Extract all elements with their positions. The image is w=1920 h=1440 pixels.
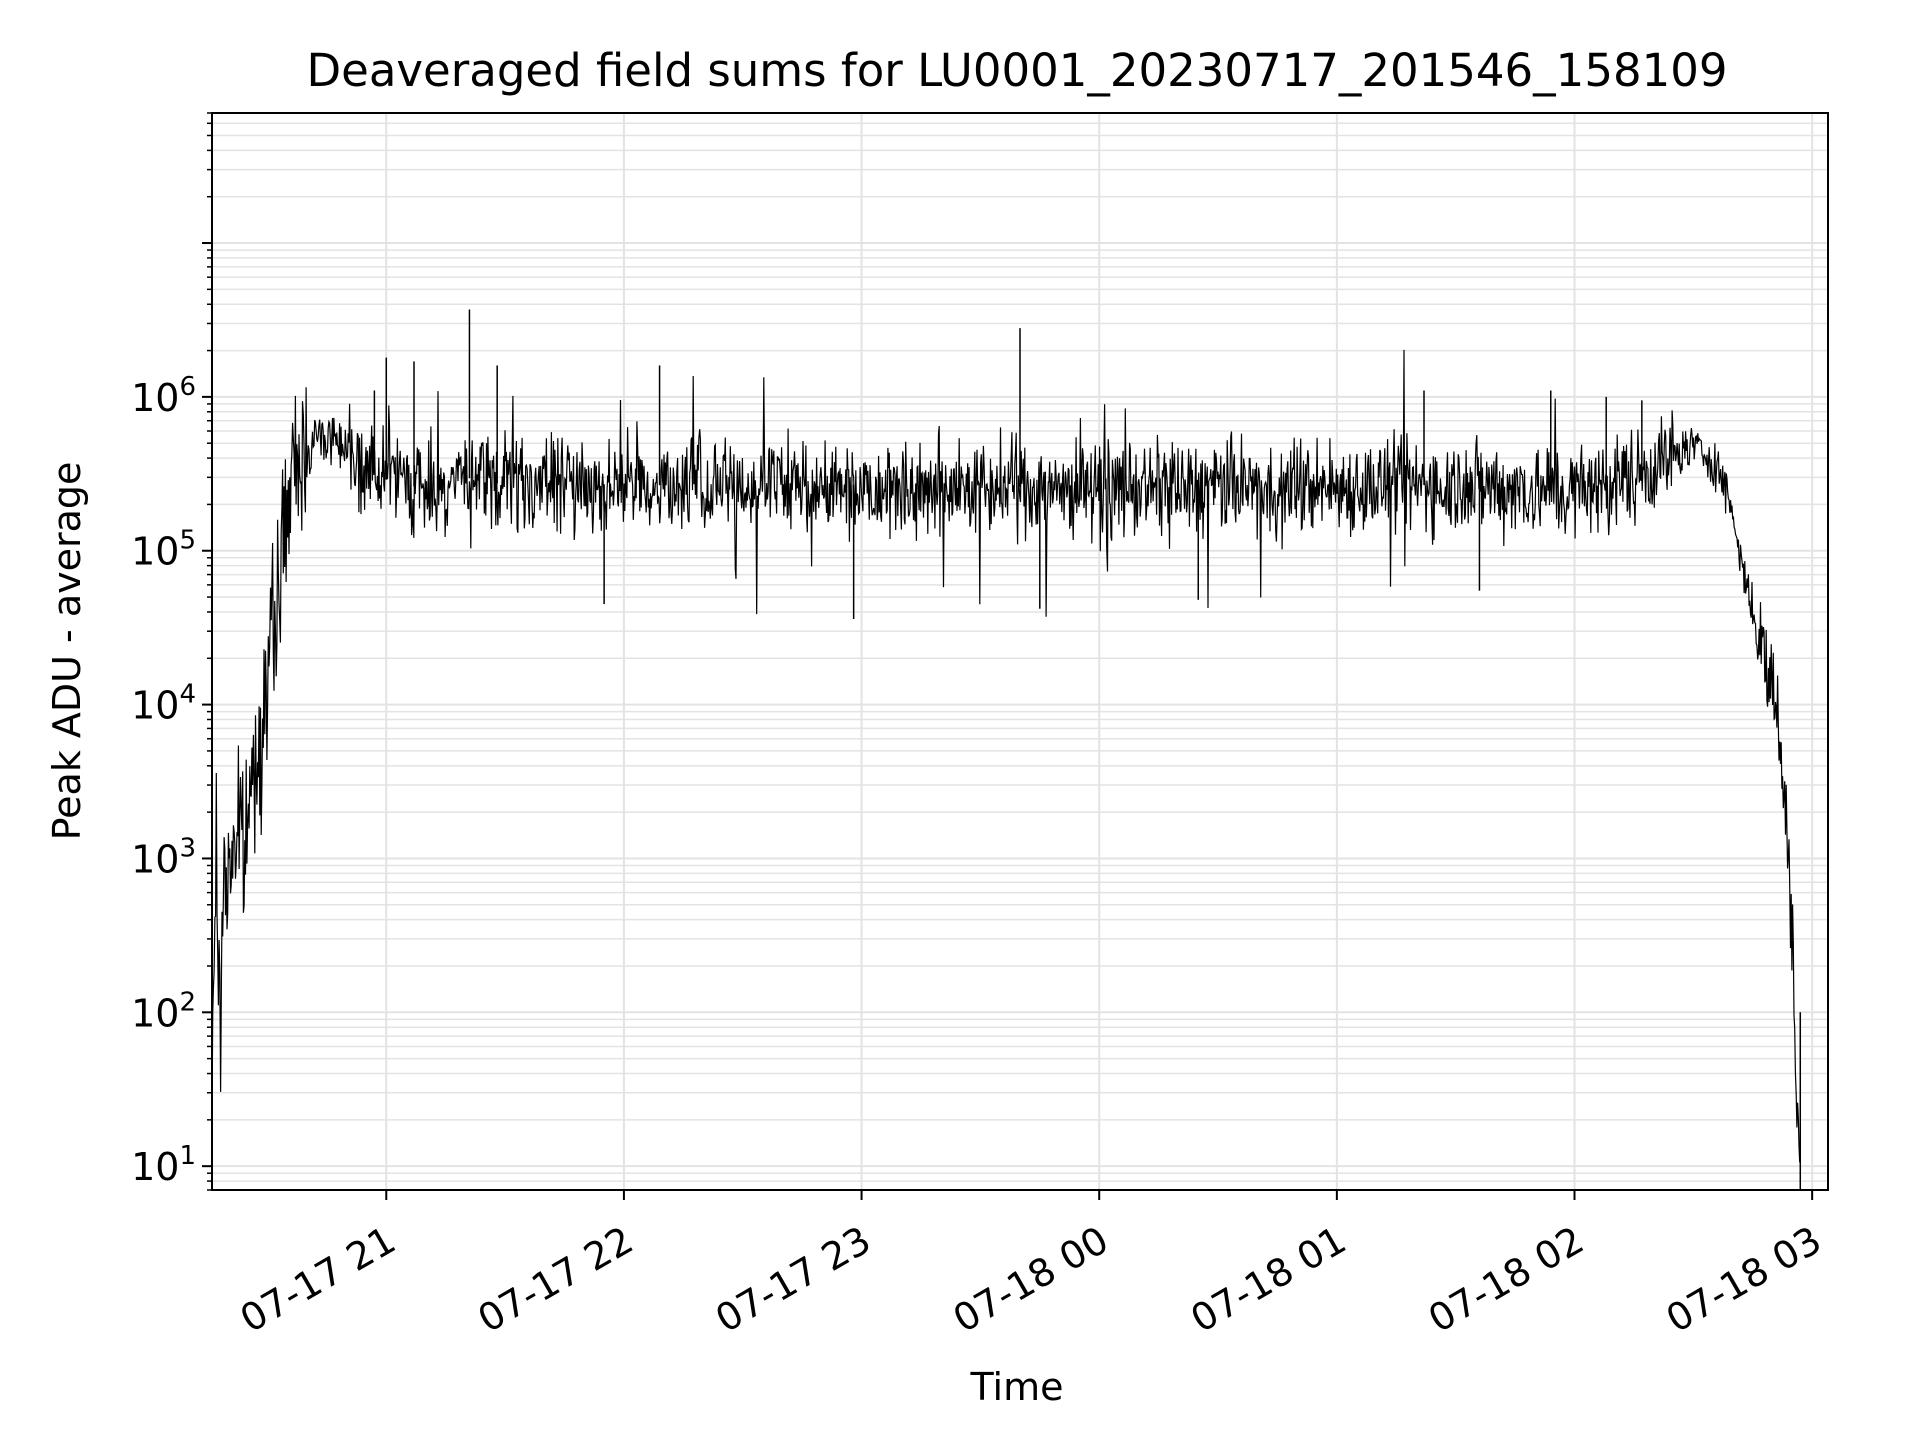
plot-frame [211,112,1829,1191]
y-tick-label: 101 [131,1141,196,1189]
y-tick-label: 105 [131,526,196,574]
y-tick-label: 103 [131,833,196,881]
chart-title: Deaveraged field sums for LU0001_2023071… [307,44,1728,97]
series-group [211,309,1802,1190]
y-axis: 101 102 103 104 105 106 [131,112,212,1191]
x-axis-label: Time [970,1365,1064,1409]
grid-lines [212,112,1828,1191]
y-axis-label: Peak ADU - average [45,462,89,841]
y-tick-label: 104 [131,680,196,728]
series-line [211,349,1801,1163]
y-tick-label: 102 [131,987,196,1035]
y-tick-label: 106 [131,372,196,420]
